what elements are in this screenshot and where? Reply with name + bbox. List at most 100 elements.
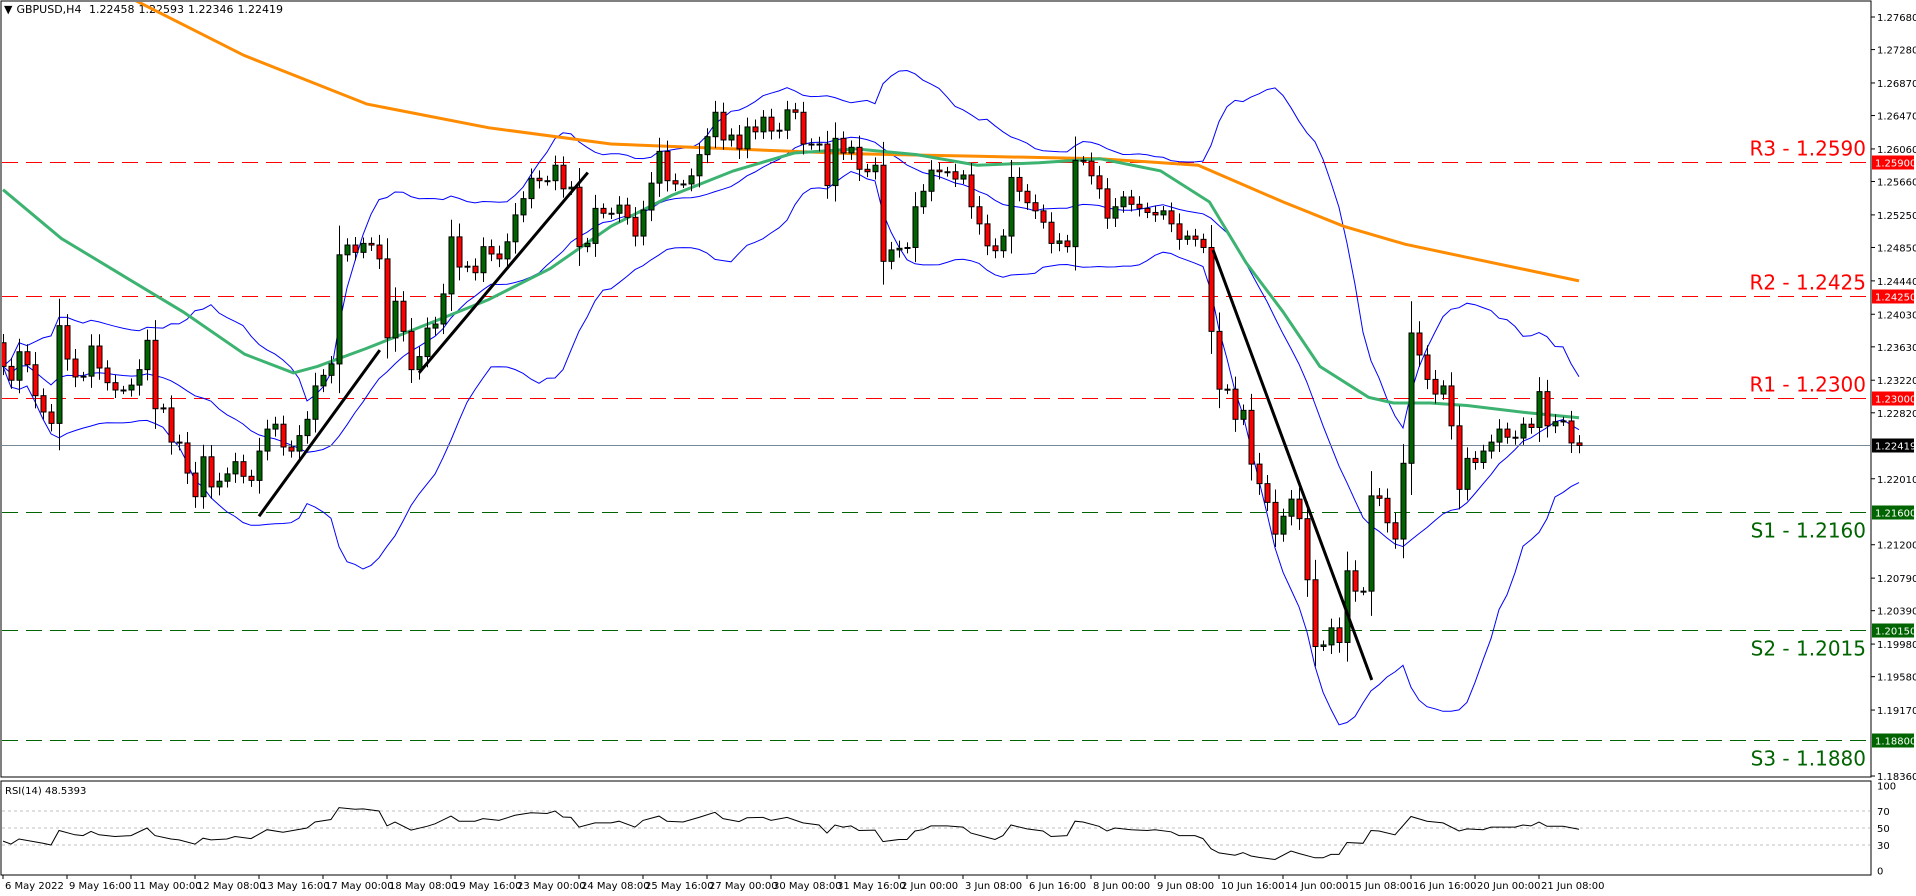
candle[interactable] bbox=[1, 333, 7, 376]
candle[interactable] bbox=[144, 329, 151, 381]
candle[interactable] bbox=[1056, 233, 1063, 252]
triangle-down-icon[interactable]: ▼ bbox=[4, 3, 13, 16]
candle[interactable] bbox=[32, 352, 39, 409]
candle[interactable] bbox=[1464, 447, 1471, 501]
candle[interactable] bbox=[1256, 452, 1263, 495]
candle[interactable] bbox=[304, 411, 311, 444]
candle[interactable] bbox=[1448, 372, 1455, 440]
candle[interactable] bbox=[56, 298, 63, 451]
candle[interactable] bbox=[336, 225, 343, 394]
candle[interactable] bbox=[1192, 228, 1199, 247]
candle[interactable] bbox=[48, 404, 55, 432]
candle[interactable] bbox=[1392, 512, 1399, 549]
candle[interactable] bbox=[1376, 488, 1383, 507]
candle[interactable] bbox=[824, 130, 831, 199]
candle[interactable] bbox=[552, 155, 559, 191]
candle[interactable] bbox=[200, 444, 207, 509]
candle[interactable] bbox=[1432, 369, 1439, 404]
candle[interactable] bbox=[16, 338, 23, 394]
candle[interactable] bbox=[1536, 377, 1543, 442]
candle[interactable] bbox=[936, 162, 943, 180]
candle[interactable] bbox=[232, 452, 239, 483]
candle[interactable] bbox=[296, 425, 303, 462]
candle[interactable] bbox=[328, 355, 335, 384]
candle[interactable] bbox=[456, 223, 463, 281]
candle[interactable] bbox=[264, 419, 271, 461]
candle[interactable] bbox=[384, 238, 391, 359]
candle[interactable] bbox=[360, 237, 367, 259]
candle[interactable] bbox=[88, 334, 95, 388]
candle[interactable] bbox=[8, 357, 15, 389]
candle[interactable] bbox=[1160, 205, 1167, 220]
candle[interactable] bbox=[920, 184, 927, 214]
candle[interactable] bbox=[728, 128, 735, 147]
candle[interactable] bbox=[768, 108, 775, 140]
candle[interactable] bbox=[512, 203, 519, 254]
trendline[interactable] bbox=[257, 349, 382, 518]
candle[interactable] bbox=[1280, 508, 1287, 542]
candle[interactable] bbox=[648, 172, 655, 222]
candle[interactable] bbox=[592, 194, 599, 257]
candle[interactable] bbox=[416, 346, 423, 380]
candle[interactable] bbox=[528, 168, 535, 209]
candle[interactable] bbox=[688, 168, 695, 192]
candle[interactable] bbox=[448, 219, 455, 311]
candle[interactable] bbox=[1296, 487, 1303, 530]
candle[interactable] bbox=[520, 191, 527, 223]
candle[interactable] bbox=[1352, 560, 1359, 602]
candle[interactable] bbox=[888, 241, 895, 270]
candle[interactable] bbox=[680, 179, 687, 189]
candle[interactable] bbox=[1208, 224, 1215, 354]
candle[interactable] bbox=[704, 128, 711, 164]
candle[interactable] bbox=[848, 140, 855, 160]
candle[interactable] bbox=[1360, 587, 1367, 596]
candle[interactable] bbox=[216, 472, 223, 496]
candle[interactable] bbox=[904, 242, 911, 254]
candle[interactable] bbox=[128, 378, 135, 397]
candle[interactable] bbox=[1272, 489, 1279, 548]
candle[interactable] bbox=[600, 203, 607, 219]
candle[interactable] bbox=[440, 283, 447, 335]
candle[interactable] bbox=[432, 316, 439, 336]
candle[interactable] bbox=[872, 157, 879, 180]
candle[interactable] bbox=[176, 434, 183, 451]
candle[interactable] bbox=[120, 385, 127, 395]
candle[interactable] bbox=[160, 403, 167, 413]
candle[interactable] bbox=[1368, 471, 1375, 616]
candle[interactable] bbox=[1472, 451, 1479, 470]
candle[interactable] bbox=[696, 143, 703, 188]
candle[interactable] bbox=[560, 156, 567, 198]
candle[interactable] bbox=[784, 100, 791, 140]
candle[interactable] bbox=[1096, 165, 1103, 199]
candle[interactable] bbox=[248, 469, 255, 487]
candle[interactable] bbox=[1304, 501, 1311, 597]
candle[interactable] bbox=[1496, 419, 1503, 453]
candle[interactable] bbox=[1480, 444, 1487, 469]
candle[interactable] bbox=[40, 388, 47, 420]
candle[interactable] bbox=[136, 359, 143, 396]
candle[interactable] bbox=[912, 192, 919, 263]
candle[interactable] bbox=[832, 122, 839, 202]
candle[interactable] bbox=[656, 137, 663, 197]
candle[interactable] bbox=[392, 287, 399, 352]
candle[interactable] bbox=[1088, 152, 1095, 185]
candle[interactable] bbox=[1080, 156, 1087, 166]
candle[interactable] bbox=[880, 141, 887, 285]
candle[interactable] bbox=[1288, 490, 1295, 526]
candle[interactable] bbox=[24, 344, 31, 373]
trendline[interactable] bbox=[1211, 249, 1374, 681]
candle[interactable] bbox=[1104, 178, 1111, 229]
candle[interactable] bbox=[288, 440, 295, 458]
candle[interactable] bbox=[320, 369, 327, 393]
candle[interactable] bbox=[472, 258, 479, 281]
candle[interactable] bbox=[1504, 422, 1511, 444]
candle[interactable] bbox=[1424, 345, 1431, 390]
candle[interactable] bbox=[1016, 167, 1023, 202]
candle[interactable] bbox=[1528, 417, 1535, 434]
candle[interactable] bbox=[672, 173, 679, 192]
candle[interactable] bbox=[480, 237, 487, 283]
candle[interactable] bbox=[240, 454, 247, 484]
candle[interactable] bbox=[1152, 205, 1159, 222]
price-plot-area[interactable]: R3 - 1.2590 R2 - 1.2425 R1 - 1.2300 S1 - 1.… bbox=[1, 0, 1870, 771]
candle[interactable] bbox=[112, 374, 119, 398]
